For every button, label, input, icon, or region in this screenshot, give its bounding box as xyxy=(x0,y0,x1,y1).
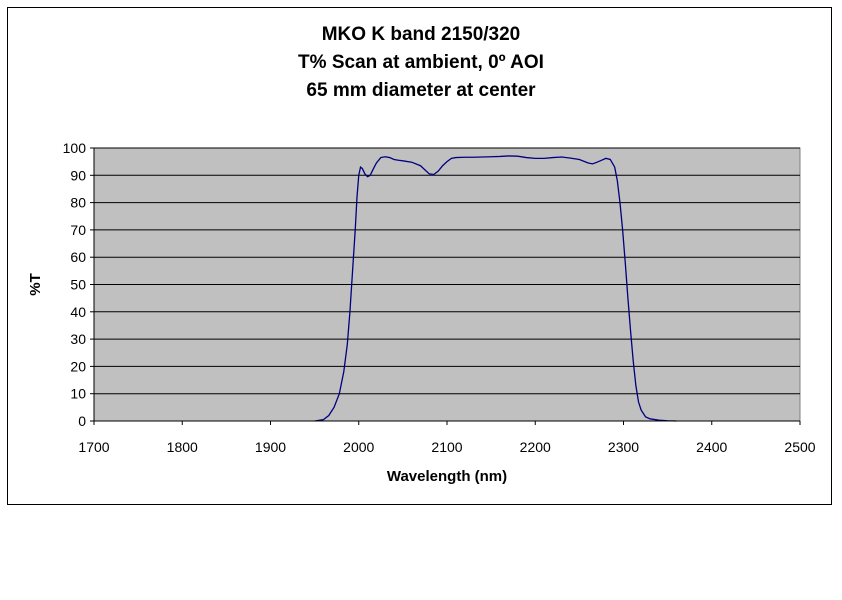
y-tick-label-10: 10 xyxy=(70,386,86,402)
x-tick-label-1800: 1800 xyxy=(167,439,198,455)
y-tick-label-90: 90 xyxy=(70,167,86,183)
chart-title-line-3: 65 mm diameter at center xyxy=(306,80,536,101)
x-tick-label-2500: 2500 xyxy=(784,439,815,455)
y-tick-label-50: 50 xyxy=(70,277,86,293)
y-tick-label-40: 40 xyxy=(70,304,86,320)
y-tick-label-20: 20 xyxy=(70,358,86,374)
x-tick-label-1900: 1900 xyxy=(255,439,286,455)
y-tick-label-80: 80 xyxy=(70,195,86,211)
x-tick-label-2200: 2200 xyxy=(520,439,551,455)
chart-title-line-2: T% Scan at ambient, 0º AOI xyxy=(298,52,544,73)
y-tick-label-0: 0 xyxy=(78,413,86,429)
chart-title-line-1: MKO K band 2150/320 xyxy=(321,24,521,45)
x-tick-label-2100: 2100 xyxy=(431,439,462,455)
x-tick-label-2300: 2300 xyxy=(608,439,639,455)
x-tick-label-2400: 2400 xyxy=(696,439,727,455)
y-tick-label-60: 60 xyxy=(70,249,86,265)
x-tick-label-1700: 1700 xyxy=(78,439,109,455)
y-tick-label-30: 30 xyxy=(70,331,86,347)
y-tick-label-70: 70 xyxy=(70,222,86,238)
y-axis-title: %T xyxy=(27,273,44,296)
y-tick-label-100: 100 xyxy=(63,140,87,156)
x-tick-label-2000: 2000 xyxy=(343,439,374,455)
transmission-curve xyxy=(314,155,677,422)
x-axis-title: Wavelength (nm) xyxy=(387,468,507,485)
